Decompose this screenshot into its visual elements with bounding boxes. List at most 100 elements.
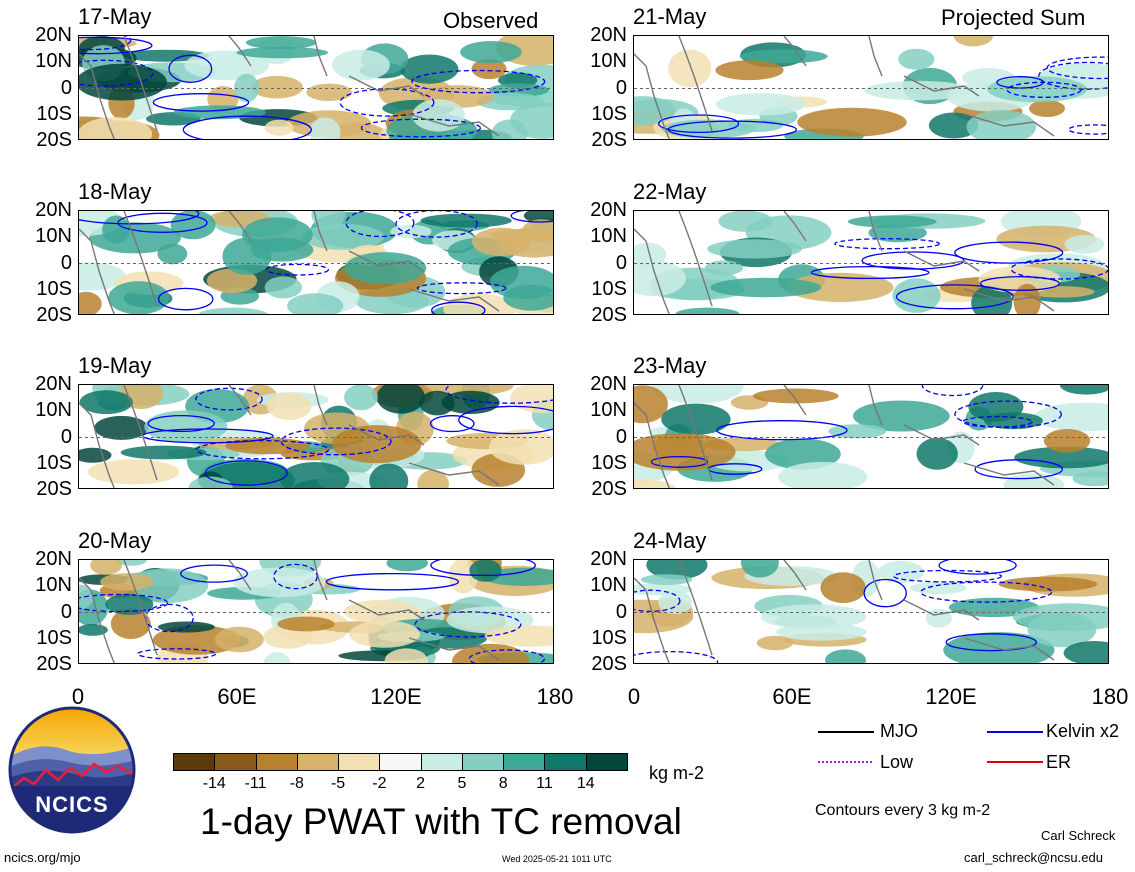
field-blob xyxy=(489,429,553,465)
field-blob xyxy=(485,625,553,647)
field-blob xyxy=(386,560,428,572)
kelvin-contour xyxy=(979,276,1060,291)
colorbar-swatch xyxy=(296,753,340,771)
kelvin-contour xyxy=(280,427,392,456)
field-blob xyxy=(953,36,993,47)
x-tick-label: 180 xyxy=(1091,684,1129,709)
kelvin-contour xyxy=(510,211,553,223)
field-blob xyxy=(116,560,147,566)
pwat-field xyxy=(79,385,553,488)
field-blob xyxy=(306,83,352,101)
field-blob xyxy=(652,385,744,404)
field-blob xyxy=(968,392,1024,422)
field-blob xyxy=(987,76,1088,103)
y-tick-label: 20S xyxy=(591,653,627,675)
y-tick-label: 20N xyxy=(590,199,627,221)
legend-lines-2 xyxy=(987,731,1043,763)
y-tick-label: 20S xyxy=(591,129,627,151)
coastline xyxy=(79,385,500,488)
field-blob xyxy=(1064,235,1105,254)
kelvin-contour xyxy=(634,650,719,663)
kelvin-contour xyxy=(650,455,709,468)
colorbar xyxy=(173,753,628,771)
kelvin-contour xyxy=(204,460,288,486)
colorbar-tick-label: 14 xyxy=(576,775,595,792)
coastline xyxy=(79,211,500,314)
field-blob xyxy=(510,385,553,414)
field-blob xyxy=(264,119,294,136)
coastline xyxy=(634,560,1055,663)
field-blob xyxy=(236,46,328,59)
footer-timestamp: Wed 2025-05-21 1011 UTC xyxy=(502,854,612,864)
y-tick-label: 20S xyxy=(591,304,627,326)
y-tick-label: 20N xyxy=(590,373,627,395)
coastline xyxy=(79,560,500,663)
field-blob xyxy=(417,469,449,488)
field-blob xyxy=(79,63,167,101)
field-blob xyxy=(892,278,941,313)
colorbar-swatch xyxy=(503,753,546,771)
field-blob xyxy=(251,75,303,99)
kelvin-contour xyxy=(716,420,848,441)
kelvin-contour xyxy=(414,611,522,638)
kelvin-contour xyxy=(395,211,478,238)
field-blob xyxy=(331,425,422,464)
footer-email: carl_schreck@ncsu.edu xyxy=(964,850,1103,865)
field-blob xyxy=(710,277,822,298)
field-blob xyxy=(344,599,421,624)
kelvin-contour xyxy=(431,301,486,314)
map-panel xyxy=(78,384,554,489)
kelvin-contour xyxy=(79,36,153,55)
kelvin-contour xyxy=(974,459,1063,480)
field-blob xyxy=(263,652,291,663)
colorbar-tick-label: -2 xyxy=(372,775,387,792)
field-blob xyxy=(469,560,502,582)
y-tick-label: 20S xyxy=(36,478,72,500)
colorbar-units: kg m-2 xyxy=(649,763,705,783)
field-blob xyxy=(110,608,151,639)
map-panel xyxy=(633,559,1109,664)
field-blob xyxy=(287,293,344,314)
colorbar-swatch xyxy=(461,753,505,771)
pwat-field xyxy=(634,36,1108,139)
map-panel xyxy=(78,559,554,664)
field-blob xyxy=(79,262,126,291)
y-tick-label: 10N xyxy=(590,225,627,248)
field-blob xyxy=(668,49,712,88)
field-blob xyxy=(756,635,793,651)
legend-label-kelvin: Kelvin x2 xyxy=(1046,721,1120,741)
field-blob xyxy=(1003,473,1065,488)
field-blob xyxy=(266,392,312,420)
kelvin-contour xyxy=(430,560,536,577)
pwat-field xyxy=(634,211,1108,314)
field-blob xyxy=(704,260,744,276)
kelvin-contour xyxy=(1038,61,1108,90)
field-blob xyxy=(157,243,188,265)
y-tick-label: 10S xyxy=(591,626,627,649)
field-blob xyxy=(718,211,773,232)
kelvin-contour xyxy=(1067,124,1108,135)
kelvin-contour xyxy=(168,54,213,83)
kelvin-contour xyxy=(79,36,132,51)
kelvin-contour xyxy=(79,593,169,613)
y-tick-label: 10N xyxy=(35,225,72,248)
field-blob xyxy=(79,291,102,314)
field-blob xyxy=(971,284,1013,314)
kelvin-contour xyxy=(634,589,681,613)
y-tick-label: 10N xyxy=(590,574,627,597)
field-blob xyxy=(79,390,133,415)
field-blob xyxy=(1072,471,1108,487)
coastline xyxy=(634,385,1055,488)
kelvin-contour xyxy=(938,560,1017,575)
field-blob xyxy=(658,590,692,615)
field-blob xyxy=(634,479,676,488)
field-blob xyxy=(778,461,868,488)
coastline xyxy=(79,36,500,139)
field-blob xyxy=(489,265,553,300)
panel-date: 21-May xyxy=(633,4,707,29)
field-blob xyxy=(1012,603,1108,632)
colorbar-swatch xyxy=(585,753,628,771)
field-blob xyxy=(1060,385,1108,395)
field-blob xyxy=(715,60,784,81)
colorbar-swatch xyxy=(338,753,381,771)
